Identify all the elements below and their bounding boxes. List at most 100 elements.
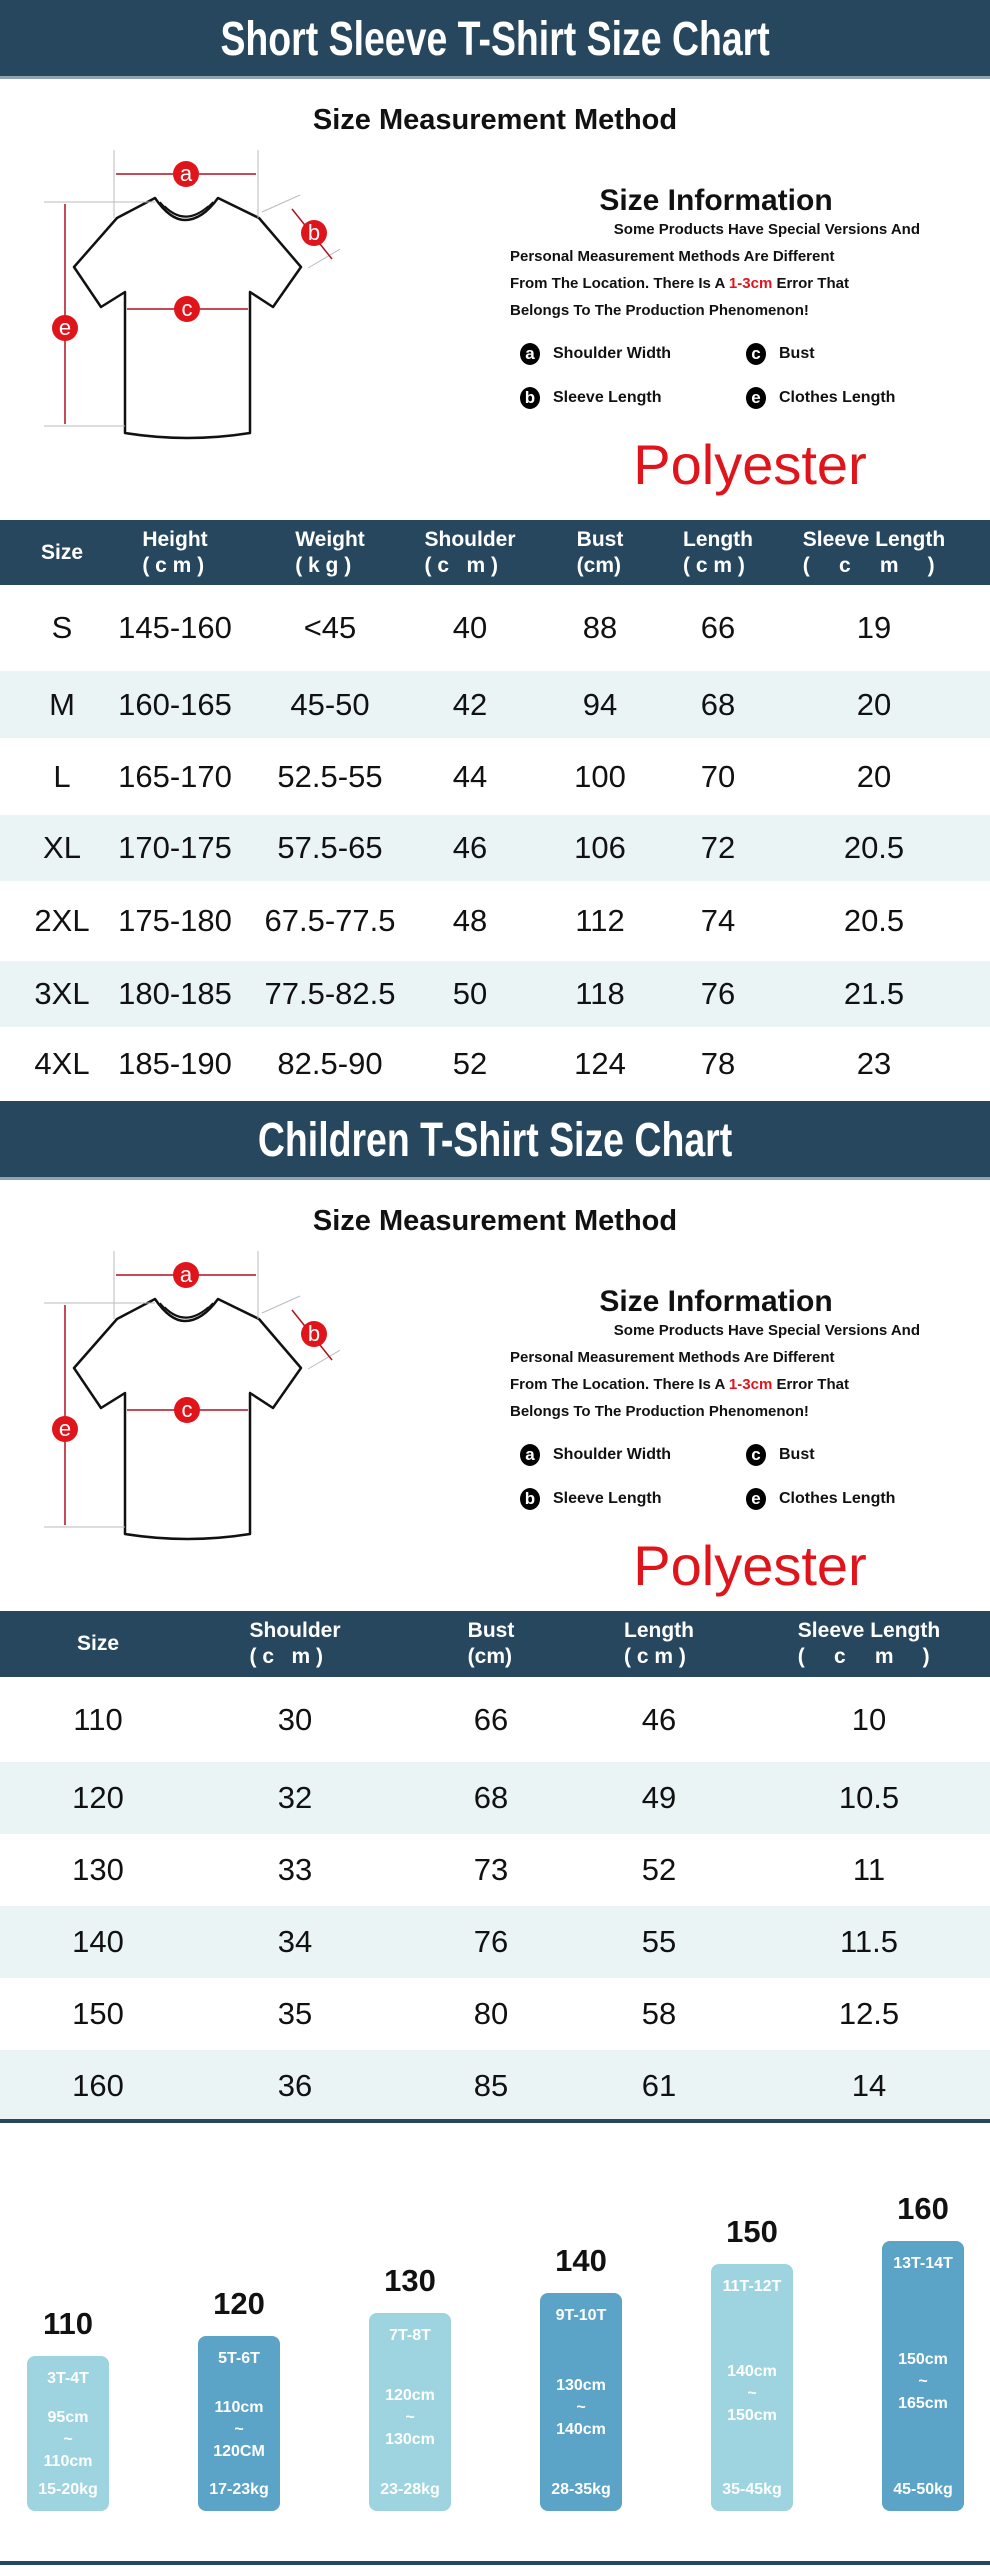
table-cell: 20.5 [843,903,905,938]
column-header: Shoulder ( c m ) [424,527,516,577]
table-cell: 73 [473,1852,509,1887]
table-cell: 112 [575,903,625,938]
adult-measurement-method: Size Measurement Method a b c e Size Inf… [0,0,990,496]
legend-letter-icon: c [746,343,766,365]
tshirt-diagram: a b c e [44,1251,343,1541]
children-table-header: Size Shoulder ( c m ) Bust (cm) Length ( c … [0,1611,990,1677]
bar-size-label: 110 [42,2306,93,2341]
table-cell: 70 [700,758,736,794]
legend-label: Shoulder Width [553,1446,672,1463]
info-line: Personal Measurement Methods Are Differe… [510,1349,835,1366]
legend-item: a Shoulder Width [520,343,671,365]
info-line: From The Location. There Is A 1-3cm Erro… [510,1376,920,1393]
table-cell: 32 [277,1780,313,1815]
marker-letter: b [308,220,320,245]
table-cell: 10.5 [838,1780,900,1815]
legend-item: b Sleeve Length [520,1488,661,1510]
bar-height-range: 150cm ~165cm [882,2349,964,2415]
table-cell: 145-160 [118,610,232,645]
table-cell: 120 [72,1780,124,1815]
table-cell: 23 [856,1046,892,1081]
height-to: 110cm [43,2452,93,2470]
table-cell: 76 [700,976,736,1011]
tshirt-diagram-container: a b c e [30,140,343,450]
table-row: 160 36 85 61 14 [0,2050,990,2122]
legend-label: Clothes Length [779,389,896,406]
table-cell: 34 [277,1924,313,1959]
legend-item: c Bust [746,1444,815,1466]
legend-label: Sleeve Length [553,1490,662,1507]
table-cell: 46 [452,830,488,865]
height-to: 120CM [213,2442,265,2460]
legend-item: e Clothes Length [746,387,895,409]
table-row: M 160-165 45-50 42 94 68 20 [0,671,990,738]
table-cell: 20 [856,686,892,722]
bar-height-range: 130cm ~140cm [540,2375,622,2441]
table-cell: 46 [641,1701,677,1737]
height-from: 150cm [898,2351,948,2368]
table-cell: 76 [473,1924,509,1959]
table-cell: 50 [452,976,488,1011]
info-line: Some Products Have Special Versions And [613,1322,920,1339]
height-sep: ~ [63,2430,73,2448]
bar-weight: 17-23kg [209,2481,269,2498]
column-header: Size [76,1632,120,1655]
legend-item: a Shoulder Width [520,1444,671,1466]
legend-letter-icon: e [746,1488,766,1510]
info-line: Personal Measurement Methods Are Differe… [510,248,835,265]
marker-letter: c [182,1397,193,1422]
legend-letter-icon: c [746,1444,766,1466]
bar-age: 11T-12T [722,2278,782,2295]
table-cell: 130 [72,1852,124,1887]
table-cell: 33 [277,1852,313,1887]
height-from: 95cm [47,2408,89,2426]
bar-age: 9T-10T [555,2307,607,2324]
size-bar: 5T-6T 110cm ~120CM 17-23kg [198,2336,280,2511]
table-cell: 57.5-65 [277,830,383,865]
legend-label: Bust [779,345,815,362]
table-cell: 4XL [34,1046,90,1081]
height-to: 140cm [556,2421,606,2438]
table-cell: 11.5 [839,1924,899,1959]
info-line: Belongs To The Production Phenomenon! [510,302,809,319]
table-cell: 52.5-55 [277,758,383,794]
marker-b-icon: b [301,220,327,246]
legend-letter-icon: a [520,1444,540,1466]
table-cell: 100 [574,758,626,794]
table-cell: 72 [700,830,736,865]
table-cell: 20.5 [843,830,905,865]
marker-letter: e [59,1416,71,1441]
table-cell: 94 [582,686,618,722]
children-title-banner: Children T-Shirt Size Chart [0,1101,990,1180]
table-row: 130 33 73 52 11 [0,1834,990,1906]
bar-weight: 35-45kg [722,2481,782,2498]
table-cell: 45-50 [290,686,370,722]
column-header: Length ( c m ) [683,527,753,577]
height-to: 130cm [385,2431,435,2448]
tshirt-outline-icon [72,1297,303,1541]
marker-letter: e [59,315,71,340]
legend-item: e Clothes Length [746,1488,895,1510]
table-cell: 14 [851,2068,887,2103]
bar-age: 3T-4T [47,2370,89,2387]
info-line: Belongs To The Production Phenomenon! [510,1403,809,1420]
bar-size-label: 150 [726,2214,778,2249]
table-cell: S [51,610,73,645]
bar-size-label: 160 [897,2191,949,2226]
table-row: S 145-160 <45 40 88 66 19 [0,585,990,671]
table-cell: 20 [856,758,892,794]
table-cell: 61 [641,2068,677,2103]
table-cell: 165-170 [118,758,232,794]
marker-c-icon: c [174,1397,200,1423]
column-header: Weight ( k g ) [295,527,365,577]
column-header: Sleeve Length ( c m ) [802,527,946,577]
table-cell: 40 [452,610,488,645]
method-title: Size Measurement Method [312,104,678,136]
bar-height-range: 120cm ~130cm [369,2385,451,2451]
table-cell: 80 [473,1996,509,2031]
table-cell: 11 [852,1852,886,1887]
column-header: Sleeve Length ( c m ) [797,1619,941,1668]
info-line-suffix: Error That [772,275,849,292]
height-from: 130cm [556,2377,606,2394]
column-header: Size [40,540,84,564]
